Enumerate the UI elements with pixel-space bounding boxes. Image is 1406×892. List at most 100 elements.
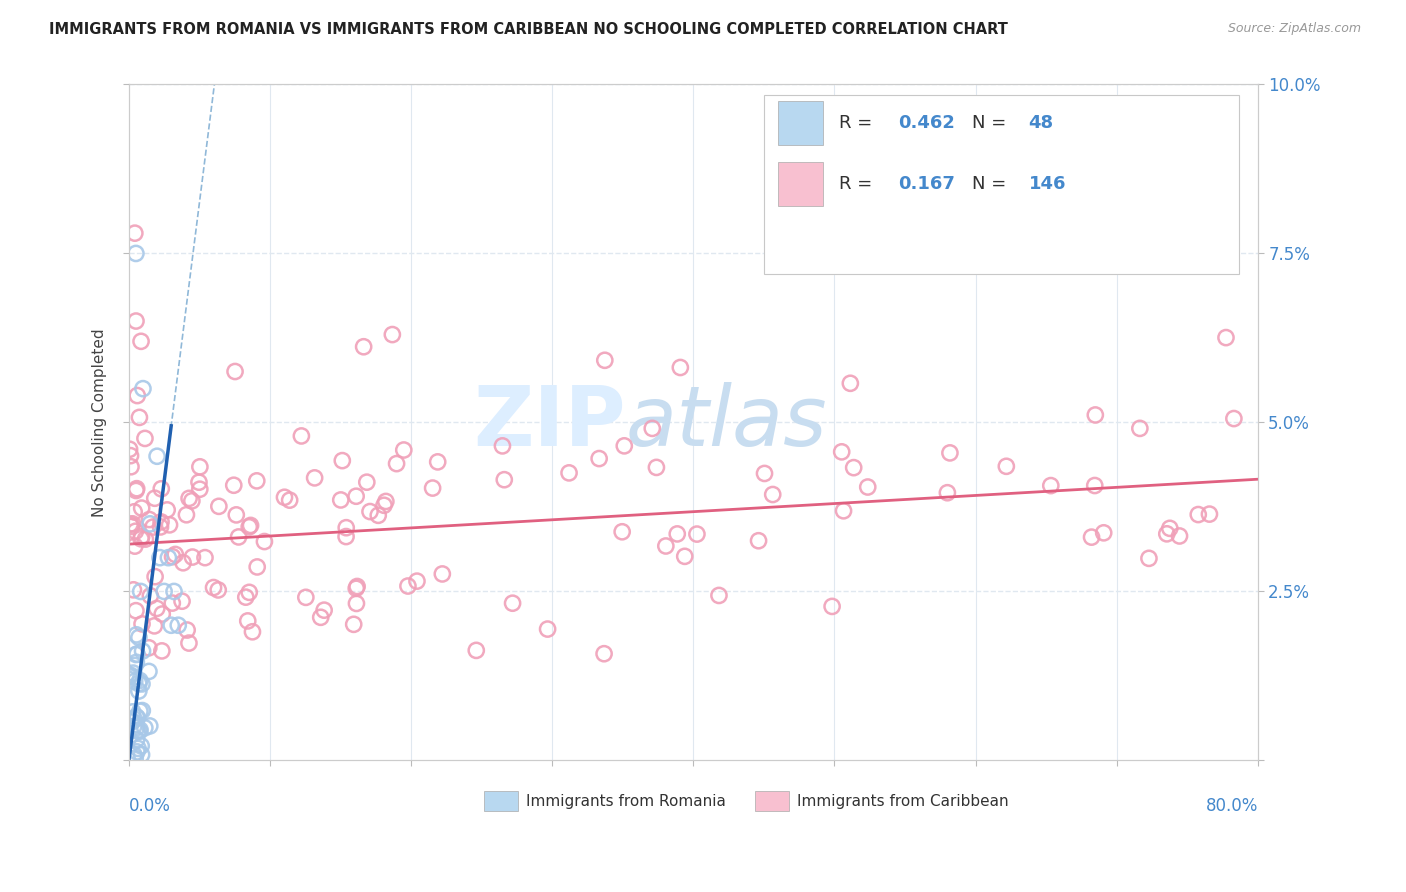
Point bbox=[995, 459, 1018, 474]
Point bbox=[335, 530, 357, 544]
Point bbox=[122, 719, 145, 733]
Text: 0.0%: 0.0% bbox=[129, 797, 170, 814]
Point bbox=[748, 533, 770, 548]
Point bbox=[593, 647, 616, 661]
Point bbox=[124, 524, 146, 539]
Point bbox=[128, 676, 150, 690]
Point bbox=[225, 508, 247, 522]
Point bbox=[238, 520, 260, 534]
Point bbox=[1084, 478, 1107, 492]
Point bbox=[612, 524, 634, 539]
Point bbox=[686, 527, 709, 541]
Point bbox=[122, 582, 145, 597]
Point bbox=[125, 482, 148, 496]
Point bbox=[125, 745, 148, 759]
Point bbox=[129, 704, 152, 718]
Point bbox=[236, 614, 259, 628]
Point bbox=[335, 521, 357, 535]
Point bbox=[273, 490, 295, 504]
Point bbox=[129, 532, 152, 546]
Point bbox=[194, 550, 217, 565]
Point bbox=[246, 474, 269, 488]
Point bbox=[754, 467, 776, 481]
Text: 80.0%: 80.0% bbox=[1205, 797, 1258, 814]
Point bbox=[344, 489, 367, 503]
Point bbox=[832, 504, 855, 518]
Text: Immigrants from Romania: Immigrants from Romania bbox=[526, 794, 725, 808]
Point bbox=[128, 684, 150, 698]
Point bbox=[157, 550, 180, 565]
Point bbox=[432, 566, 454, 581]
Point bbox=[1092, 525, 1115, 540]
Point bbox=[1159, 521, 1181, 535]
Point bbox=[159, 517, 181, 532]
Point bbox=[939, 446, 962, 460]
Point bbox=[673, 549, 696, 564]
Point bbox=[139, 516, 162, 531]
Text: R =: R = bbox=[839, 175, 872, 194]
Point bbox=[124, 226, 146, 240]
Point bbox=[128, 631, 150, 645]
Point bbox=[1084, 408, 1107, 422]
Point bbox=[131, 704, 153, 718]
FancyBboxPatch shape bbox=[765, 95, 1239, 274]
Point bbox=[121, 714, 143, 729]
Point bbox=[125, 648, 148, 662]
Point bbox=[134, 532, 156, 546]
Point bbox=[162, 549, 184, 564]
FancyBboxPatch shape bbox=[778, 162, 823, 206]
Point bbox=[129, 739, 152, 753]
Point bbox=[127, 388, 149, 402]
Point bbox=[118, 442, 141, 457]
Point bbox=[356, 475, 378, 490]
Text: N =: N = bbox=[972, 175, 1007, 194]
Point bbox=[344, 582, 367, 596]
Point bbox=[856, 480, 879, 494]
Point bbox=[1080, 530, 1102, 544]
Point bbox=[125, 604, 148, 618]
Point bbox=[188, 482, 211, 496]
Point bbox=[295, 591, 318, 605]
Point bbox=[120, 517, 142, 532]
Point bbox=[385, 457, 408, 471]
Point bbox=[239, 518, 262, 533]
Point bbox=[655, 539, 678, 553]
Point bbox=[172, 556, 194, 570]
Point bbox=[367, 508, 389, 523]
Point bbox=[149, 550, 172, 565]
Point bbox=[669, 360, 692, 375]
Point bbox=[502, 596, 524, 610]
Point bbox=[138, 512, 160, 526]
Point bbox=[1187, 508, 1209, 522]
Point bbox=[122, 712, 145, 726]
Point bbox=[131, 616, 153, 631]
Point bbox=[146, 601, 169, 615]
Point bbox=[124, 658, 146, 673]
Text: 146: 146 bbox=[1029, 175, 1066, 194]
Point bbox=[139, 719, 162, 733]
Point bbox=[645, 460, 668, 475]
Point bbox=[666, 527, 689, 541]
Point bbox=[396, 579, 419, 593]
Point bbox=[122, 666, 145, 681]
Point bbox=[188, 459, 211, 474]
Point bbox=[170, 594, 193, 608]
Point bbox=[131, 677, 153, 691]
Point bbox=[707, 589, 730, 603]
Text: Source: ZipAtlas.com: Source: ZipAtlas.com bbox=[1227, 22, 1361, 36]
Point bbox=[150, 644, 173, 658]
FancyBboxPatch shape bbox=[778, 102, 823, 145]
Point bbox=[125, 483, 148, 498]
Point bbox=[406, 574, 429, 589]
Point bbox=[224, 364, 246, 378]
Point bbox=[422, 481, 444, 495]
Point bbox=[134, 432, 156, 446]
Point bbox=[593, 353, 616, 368]
Text: R =: R = bbox=[839, 114, 872, 132]
Point bbox=[125, 709, 148, 723]
Point bbox=[1039, 478, 1062, 492]
Point bbox=[426, 455, 449, 469]
Point bbox=[122, 505, 145, 519]
Point bbox=[207, 582, 229, 597]
Text: ZIP: ZIP bbox=[472, 382, 626, 463]
